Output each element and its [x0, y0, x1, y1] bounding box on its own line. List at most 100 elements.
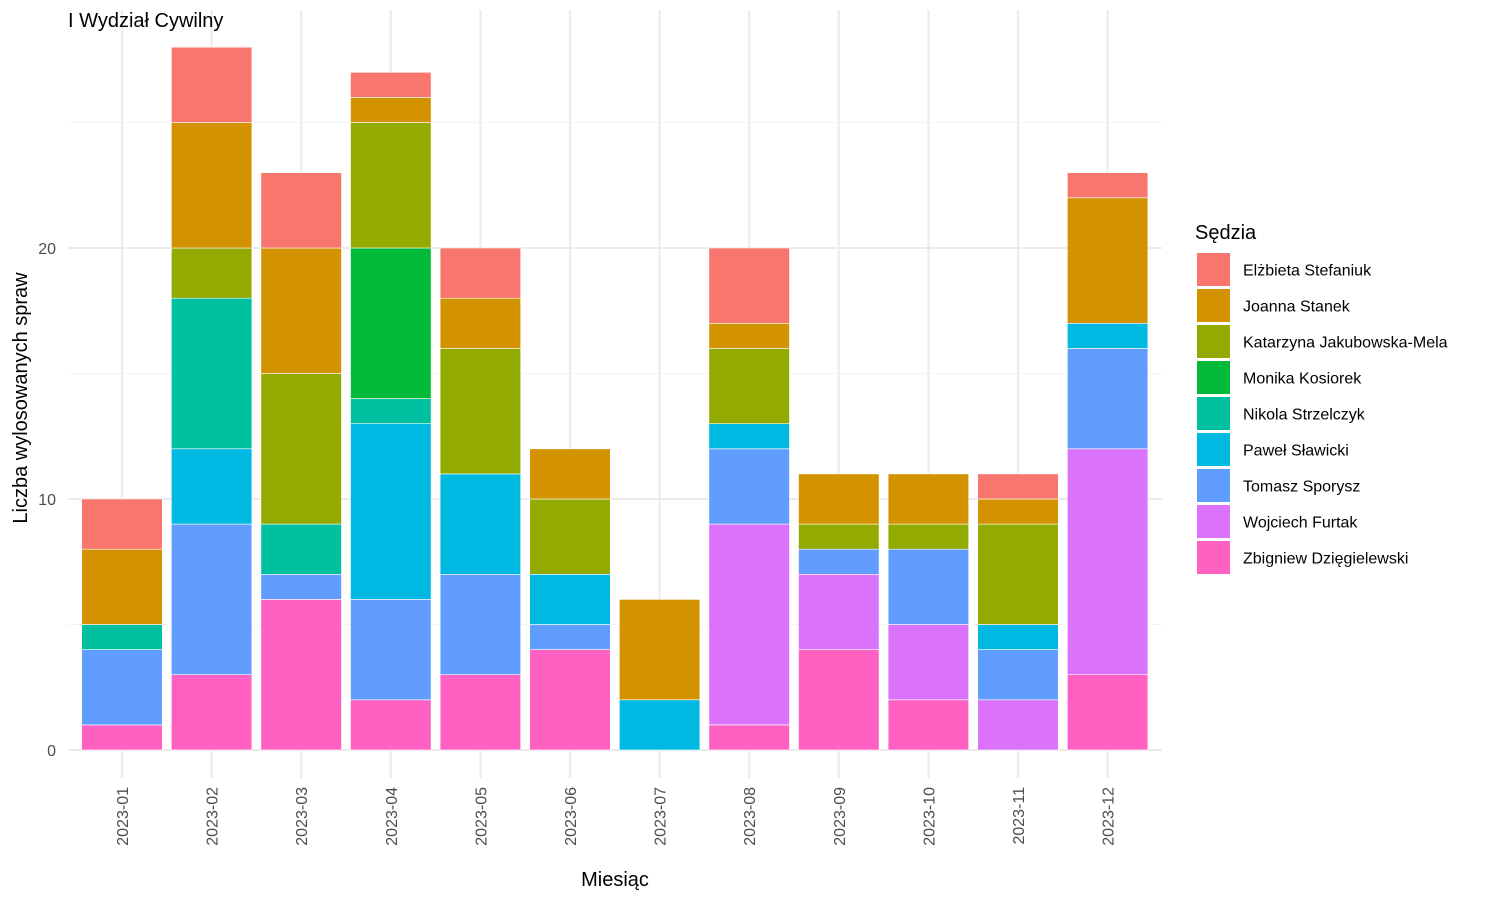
x-axis-ticks: 2023-01 2023-02 2023-03 2023-04 2023-05 2023-…	[115, 787, 1118, 846]
legend: Sędzia Elżbieta Stefaniuk Joanna Stanek Ka…	[1195, 222, 1448, 574]
legend-key	[1197, 289, 1230, 322]
x-tick-label: 2023-06	[563, 787, 580, 846]
bar-segment-joanna-stanek-2023-06	[529, 448, 611, 500]
bar-segment-joanna-stanek-2023-09	[798, 473, 880, 525]
bar-segment-nikola-strzelczyk-2023-02	[171, 297, 253, 450]
x-tick-label: 2023-09	[832, 787, 849, 846]
bar-segment-pawel-slawicki-2023-12	[1067, 322, 1149, 349]
legend-item-zbigniew-dziegielewski: Zbigniew Dzięgielewski	[1197, 541, 1408, 574]
legend-label: Zbigniew Dzięgielewski	[1243, 551, 1408, 568]
bar-stack-2023-12	[1067, 172, 1149, 751]
bar-stack-2023-02	[171, 46, 253, 751]
legend-label: Monika Kosiorek	[1243, 371, 1362, 388]
legend-key	[1197, 361, 1230, 394]
bar-segment-wojciech-furtak-2023-12	[1067, 448, 1149, 675]
legend-key	[1197, 397, 1230, 430]
bar-segment-tomasz-sporysz-2023-02	[171, 523, 253, 675]
bar-stack-2023-11	[977, 473, 1059, 751]
bar-stack-2023-09	[798, 473, 880, 751]
bar-segment-katarzyna-jakubowska-mela-2023-10	[887, 523, 969, 550]
bar-stack-2023-08	[708, 247, 790, 751]
bar-segment-pawel-slawicki-2023-11	[977, 624, 1059, 650]
bar-segment-tomasz-sporysz-2023-12	[1067, 348, 1149, 450]
bar-segment-elzbieta-stefaniuk-2023-02	[171, 46, 253, 123]
bar-segment-tomasz-sporysz-2023-04	[350, 599, 432, 701]
legend-item-pawel-slawicki: Paweł Sławicki	[1197, 433, 1349, 466]
chart-title: I Wydział Cywilny	[68, 10, 223, 32]
bar-segment-zbigniew-dziegielewski-2023-02	[171, 674, 253, 751]
bar-segment-joanna-stanek-2023-10	[887, 473, 969, 525]
x-tick-label: 2023-11	[1011, 787, 1028, 845]
y-tick-label: 20	[38, 241, 56, 258]
bar-stack-2023-03	[260, 172, 342, 751]
bar-segment-nikola-strzelczyk-2023-03	[260, 523, 342, 575]
bar-segment-katarzyna-jakubowska-mela-2023-08	[708, 348, 790, 424]
bar-segment-zbigniew-dziegielewski-2023-03	[260, 599, 342, 751]
bar-segment-tomasz-sporysz-2023-06	[529, 624, 611, 650]
bar-segment-katarzyna-jakubowska-mela-2023-04	[350, 122, 432, 249]
x-tick-label: 2023-12	[1101, 787, 1118, 846]
legend-key	[1197, 469, 1230, 502]
bar-segment-pawel-slawicki-2023-02	[171, 448, 253, 525]
legend-item-elzbieta-stefaniuk: Elżbieta Stefaniuk	[1197, 253, 1372, 286]
bar-segment-joanna-stanek-2023-04	[350, 97, 432, 123]
bar-segment-pawel-slawicki-2023-04	[350, 423, 432, 600]
bar-segment-joanna-stanek-2023-01	[81, 548, 163, 625]
bar-segment-tomasz-sporysz-2023-05	[439, 573, 522, 675]
legend-label: Joanna Stanek	[1243, 299, 1351, 316]
bar-segment-pawel-slawicki-2023-08	[708, 423, 790, 450]
bar-segment-joanna-stanek-2023-05	[439, 297, 522, 349]
legend-key	[1197, 325, 1230, 358]
bar-segment-katarzyna-jakubowska-mela-2023-03	[260, 373, 342, 525]
bar-segment-monika-kosiorek-2023-04	[350, 247, 432, 399]
bar-segment-zbigniew-dziegielewski-2023-01	[81, 724, 163, 751]
bar-stack-2023-04	[350, 72, 432, 751]
bar-segment-nikola-strzelczyk-2023-04	[350, 398, 432, 425]
legend-label: Katarzyna Jakubowska-Mela	[1243, 335, 1448, 352]
bar-stack-2023-06	[529, 448, 611, 751]
legend-key	[1197, 541, 1230, 574]
bar-segment-elzbieta-stefaniuk-2023-05	[439, 247, 522, 299]
bar-segment-joanna-stanek-2023-12	[1067, 197, 1149, 324]
bar-segment-pawel-slawicki-2023-05	[439, 473, 522, 575]
bar-segment-katarzyna-jakubowska-mela-2023-11	[977, 523, 1059, 625]
x-tick-label: 2023-07	[653, 787, 670, 846]
bar-segment-joanna-stanek-2023-11	[977, 498, 1059, 525]
bar-segment-katarzyna-jakubowska-mela-2023-06	[529, 498, 611, 575]
bar-segment-pawel-slawicki-2023-06	[529, 573, 611, 625]
legend-label: Wojciech Furtak	[1243, 515, 1358, 532]
bar-segment-tomasz-sporysz-2023-03	[260, 573, 342, 600]
x-tick-label: 2023-05	[473, 787, 490, 846]
bar-segment-zbigniew-dziegielewski-2023-05	[439, 674, 522, 751]
bar-segment-zbigniew-dziegielewski-2023-08	[708, 724, 790, 751]
bar-segment-wojciech-furtak-2023-10	[887, 624, 969, 701]
bar-segment-katarzyna-jakubowska-mela-2023-05	[439, 348, 522, 475]
y-tick-label: 0	[47, 743, 56, 760]
bar-segment-tomasz-sporysz-2023-09	[798, 548, 880, 575]
bar-segment-elzbieta-stefaniuk-2023-01	[81, 498, 163, 550]
bar-segment-katarzyna-jakubowska-mela-2023-02	[171, 247, 253, 299]
bar-stack-2023-01	[81, 498, 163, 751]
legend-label: Paweł Sławicki	[1243, 443, 1349, 460]
bar-segment-wojciech-furtak-2023-11	[977, 699, 1059, 751]
x-tick-label: 2023-01	[115, 787, 132, 846]
bar-segment-katarzyna-jakubowska-mela-2023-09	[798, 523, 880, 550]
bar-segment-joanna-stanek-2023-03	[260, 247, 342, 374]
bar-segment-zbigniew-dziegielewski-2023-10	[887, 699, 969, 751]
legend-key	[1197, 253, 1230, 286]
legend-item-tomasz-sporysz: Tomasz Sporysz	[1197, 469, 1360, 502]
bars-layer	[81, 46, 1149, 751]
x-tick-label: 2023-08	[742, 787, 759, 846]
bar-segment-elzbieta-stefaniuk-2023-08	[708, 247, 790, 324]
bar-segment-wojciech-furtak-2023-08	[708, 523, 790, 726]
bar-segment-nikola-strzelczyk-2023-01	[81, 624, 163, 650]
bar-segment-wojciech-furtak-2023-09	[798, 573, 880, 650]
bar-stack-2023-07	[618, 599, 701, 751]
bar-segment-tomasz-sporysz-2023-08	[708, 448, 790, 525]
bar-segment-zbigniew-dziegielewski-2023-09	[798, 649, 880, 751]
bar-segment-pawel-slawicki-2023-07	[618, 699, 701, 751]
legend-item-monika-kosiorek: Monika Kosiorek	[1197, 361, 1362, 394]
x-tick-label: 2023-02	[205, 787, 222, 846]
bar-stack-2023-10	[887, 473, 969, 751]
